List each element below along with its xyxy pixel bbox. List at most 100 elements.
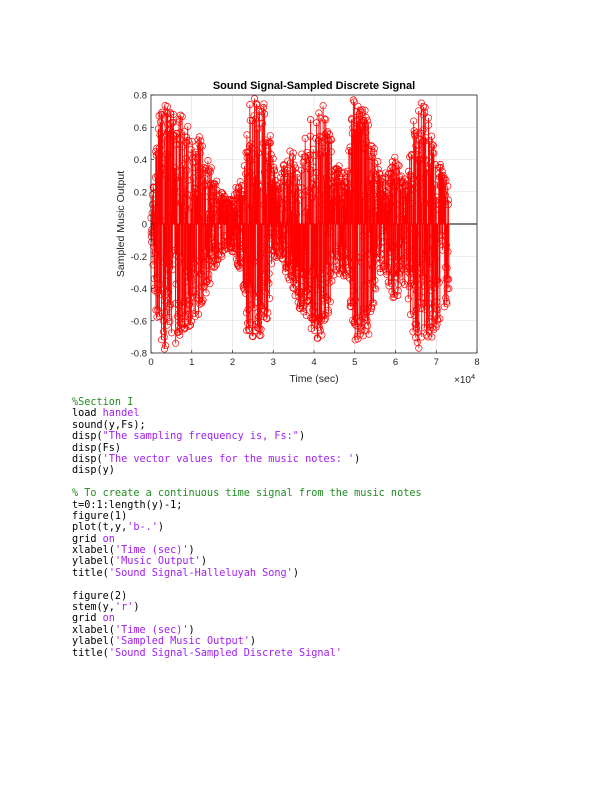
- stem-marker: [184, 137, 192, 145]
- y-tick-label: -0.2: [131, 252, 147, 263]
- stem-marker: [414, 146, 422, 154]
- stem-marker: [337, 194, 345, 203]
- stem-marker: [227, 243, 235, 251]
- stem-marker: [363, 178, 371, 186]
- stem-marker: [362, 313, 370, 321]
- stem-marker: [350, 287, 358, 295]
- stem-marker: [417, 198, 426, 206]
- stem-marker: [236, 178, 244, 186]
- stem-marker: [335, 162, 343, 170]
- stem-marker: [237, 222, 245, 230]
- stem-marker: [441, 191, 449, 199]
- stem-marker: [210, 179, 218, 187]
- stem-marker: [194, 171, 202, 179]
- x-axis-label: Time (sec): [289, 373, 338, 385]
- stem-marker: [436, 315, 444, 323]
- stem-marker: [360, 145, 368, 153]
- stem-marker: [434, 205, 442, 213]
- stem-marker: [354, 173, 362, 182]
- stem-marker: [175, 118, 183, 126]
- stem-marker: [205, 270, 213, 278]
- stem-marker: [294, 184, 303, 192]
- stem-marker: [250, 112, 258, 120]
- stem-marker: [252, 191, 260, 200]
- stem-marker: [427, 158, 435, 166]
- stem-marker: [152, 151, 160, 159]
- stem-marker: [244, 319, 252, 327]
- stem-marker: [339, 239, 347, 247]
- stem-marker: [300, 252, 308, 260]
- stem-marker: [240, 284, 248, 292]
- stem-marker: [297, 269, 305, 277]
- stem-marker: [210, 191, 218, 199]
- stem-marker: [179, 143, 187, 151]
- stem-marker: [319, 269, 327, 278]
- stem-marker: [444, 182, 452, 190]
- stem-marker: [424, 299, 432, 307]
- y-tick-label: -0.8: [131, 349, 147, 360]
- stem-marker: [393, 242, 402, 250]
- stem-marker: [398, 256, 406, 264]
- stem-marker: [326, 204, 334, 212]
- stem-marker: [243, 326, 251, 335]
- code-token-plain: figure(2): [72, 590, 128, 602]
- stem-marker: [229, 248, 237, 256]
- stem-marker: [194, 310, 203, 318]
- stem-marker: [350, 299, 358, 307]
- stem-marker: [426, 169, 434, 177]
- stem-marker: [378, 197, 386, 205]
- stem-marker: [263, 220, 271, 228]
- stem-marker: [404, 247, 412, 255]
- stem-marker: [377, 244, 385, 252]
- stem-marker: [151, 286, 159, 295]
- stem-marker: [231, 207, 239, 215]
- stem-marker: [241, 286, 249, 294]
- code-token-plain: ): [200, 556, 207, 568]
- stem-marker: [389, 243, 397, 251]
- stem-marker: [287, 229, 296, 237]
- stem-marker: [249, 178, 257, 186]
- stem-marker: [161, 308, 169, 317]
- stem-marker: [202, 289, 210, 297]
- stem-marker: [292, 279, 300, 287]
- stem-marker: [424, 275, 432, 283]
- stem-marker: [425, 121, 433, 129]
- stem-marker: [333, 177, 342, 186]
- stem-marker: [378, 175, 386, 183]
- stem-marker: [230, 237, 238, 245]
- stem-marker: [182, 133, 190, 141]
- stem-marker: [166, 318, 174, 326]
- stem-marker: [353, 137, 361, 145]
- stem-marker: [404, 167, 413, 175]
- code-token-plain: xlabel(: [72, 624, 115, 636]
- stem-marker: [267, 235, 275, 243]
- stem-marker: [240, 162, 249, 170]
- stem-marker: [162, 171, 170, 179]
- stem-marker: [357, 258, 366, 266]
- stem-marker: [336, 189, 344, 197]
- stem-marker: [194, 155, 202, 163]
- stem-marker: [368, 153, 376, 161]
- stem-marker: [317, 280, 325, 288]
- stem-marker: [435, 279, 443, 287]
- stem-marker: [308, 281, 316, 289]
- stem-marker: [280, 161, 288, 169]
- stem-marker: [235, 261, 243, 269]
- stem-marker: [385, 247, 394, 255]
- stem-marker: [296, 302, 305, 310]
- stem-marker: [397, 213, 405, 221]
- stem-marker: [436, 161, 444, 169]
- stem-marker: [411, 230, 420, 238]
- stem-marker: [313, 181, 321, 189]
- stem-marker: [434, 239, 442, 247]
- stem-marker: [418, 255, 426, 264]
- stem-marker: [286, 262, 294, 270]
- code-token-plain: disp(: [72, 431, 103, 443]
- stem-marker: [248, 285, 256, 293]
- stem-marker: [183, 277, 192, 285]
- stem-marker: [403, 186, 411, 194]
- stem-marker: [359, 232, 367, 240]
- stem-marker: [231, 244, 239, 253]
- stem-marker: [400, 226, 409, 234]
- stem-marker: [345, 256, 353, 264]
